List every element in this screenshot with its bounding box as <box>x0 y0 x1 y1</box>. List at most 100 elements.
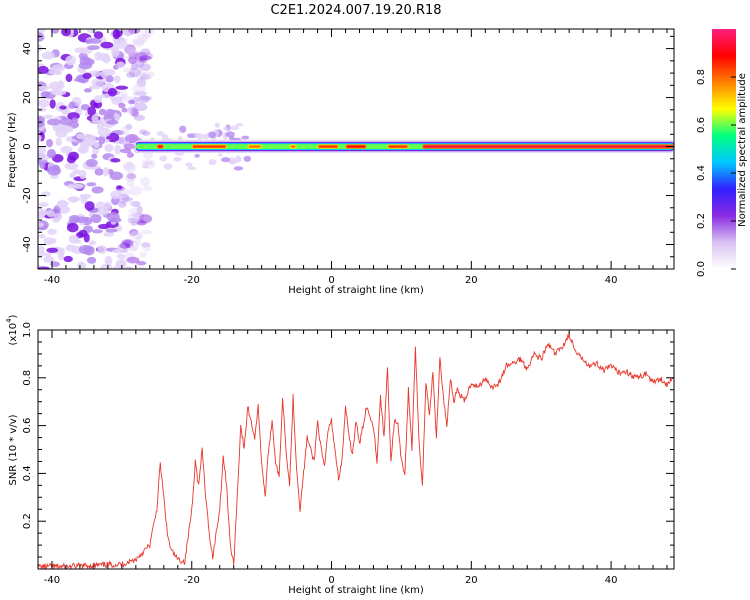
noise-blob <box>110 158 121 163</box>
noise-blob <box>127 217 139 224</box>
noise-blob <box>68 234 79 244</box>
noise-blob <box>173 157 182 162</box>
noise-blob <box>53 212 63 221</box>
noise-blob <box>130 108 139 117</box>
noise-blob <box>110 96 123 102</box>
snr-y-multiplier: (x104) <box>5 314 19 345</box>
noise-blob <box>98 108 107 116</box>
snr-y-tick-label: 0.4 <box>22 465 33 481</box>
noise-blob <box>126 256 140 264</box>
noise-blob <box>208 158 217 166</box>
snr-multiplier-close: ) <box>8 314 19 318</box>
noise-blob <box>91 153 98 159</box>
noise-blob <box>217 153 223 157</box>
noise-blob <box>133 39 145 45</box>
heatmap-y-tick-label: -20 <box>22 187 33 203</box>
snr-plot-area <box>38 332 674 569</box>
noise-blob <box>156 131 165 136</box>
noise-blob <box>121 107 128 113</box>
spectrogram-panel <box>38 29 674 269</box>
noise-blob <box>243 155 252 162</box>
noise-blob <box>185 162 193 167</box>
noise-blob <box>87 45 100 51</box>
noise-blob <box>125 133 139 144</box>
noise-blob <box>63 255 73 263</box>
noise-blob <box>235 123 244 127</box>
noise-blob <box>107 87 118 97</box>
snr-x-tick-label: -20 <box>184 575 200 586</box>
heatmap-frame <box>37 28 675 270</box>
noise-blob <box>105 228 118 233</box>
noise-blob <box>136 260 147 266</box>
noise-blob <box>84 201 95 211</box>
snr-x-axis-label: Height of straight line (km) <box>288 585 424 596</box>
noise-blob <box>130 63 138 71</box>
noise-blob <box>43 237 54 245</box>
noise-blob <box>76 261 87 269</box>
noise-blob <box>241 135 250 140</box>
noise-blob <box>128 208 142 214</box>
noise-blob <box>123 162 136 173</box>
noise-blob <box>131 111 141 118</box>
noise-blob <box>90 213 102 224</box>
colorbar-tick-label: 0.6 <box>696 117 707 133</box>
noise-blob <box>83 88 93 93</box>
noise-blob <box>100 41 114 49</box>
noise-blob <box>103 54 110 64</box>
noise-blob <box>139 52 154 61</box>
noise-blob <box>100 263 113 269</box>
noise-blob <box>38 266 51 269</box>
noise-blob <box>136 34 151 39</box>
noise-blob <box>140 73 151 80</box>
noise-blob <box>135 59 145 68</box>
heatmap-x-axis-label: Height of straight line (km) <box>288 285 424 296</box>
heatmap-y-tick-label: 20 <box>22 91 33 104</box>
heatmap-x-tick-label: 40 <box>605 275 618 286</box>
noise-blob <box>87 106 97 116</box>
noise-blob <box>139 129 147 135</box>
noise-blob <box>68 101 76 109</box>
snr-y-axis-label: SNR (10 * v/v) <box>8 414 19 485</box>
noise-blob <box>85 158 98 168</box>
noise-blob <box>82 72 92 79</box>
noise-blob <box>229 125 240 131</box>
heatmap-y-tick-label: -40 <box>22 236 33 252</box>
colorbar: 0.0 0.2 0.4 0.6 0.8 <box>696 29 736 277</box>
noise-blob <box>208 131 217 139</box>
noise-blob <box>47 228 57 235</box>
noise-blob <box>38 65 49 74</box>
noise-blob <box>142 130 151 137</box>
noise-blob <box>140 176 151 187</box>
noise-blob <box>134 51 148 62</box>
noise-blob <box>128 56 137 65</box>
noise-blob <box>221 157 231 163</box>
noise-blob <box>122 96 135 103</box>
noise-blob <box>118 102 126 109</box>
svg-text:(x104): (x104) <box>5 314 19 345</box>
noise-blob <box>50 261 60 267</box>
noise-blob <box>113 39 128 50</box>
noise-blob <box>126 160 133 169</box>
heatmap-y-tick-label: 40 <box>22 42 33 55</box>
noise-blob <box>196 133 204 141</box>
snr-multiplier-exp: 4 <box>5 318 13 323</box>
noise-blob <box>78 148 85 153</box>
noise-blob <box>137 95 150 104</box>
noise-blob <box>113 75 121 84</box>
snr-x-tick-label: 0 <box>328 575 334 586</box>
noise-blob <box>126 179 135 188</box>
noise-blob <box>119 200 128 206</box>
noise-blob <box>142 186 153 192</box>
noise-blob <box>141 243 152 252</box>
noise-blob <box>105 75 114 83</box>
noise-blob <box>80 104 90 111</box>
noise-blob <box>115 85 129 90</box>
snr-y-tick-label: 1.0 <box>22 322 33 338</box>
noise-blob <box>46 118 61 126</box>
noise-blob <box>136 70 147 80</box>
noise-blob <box>138 214 153 224</box>
ridge-peak-core <box>318 145 338 148</box>
ridge-peak-core <box>157 145 163 148</box>
noise-blob <box>132 37 145 48</box>
noise-blob <box>124 172 137 183</box>
